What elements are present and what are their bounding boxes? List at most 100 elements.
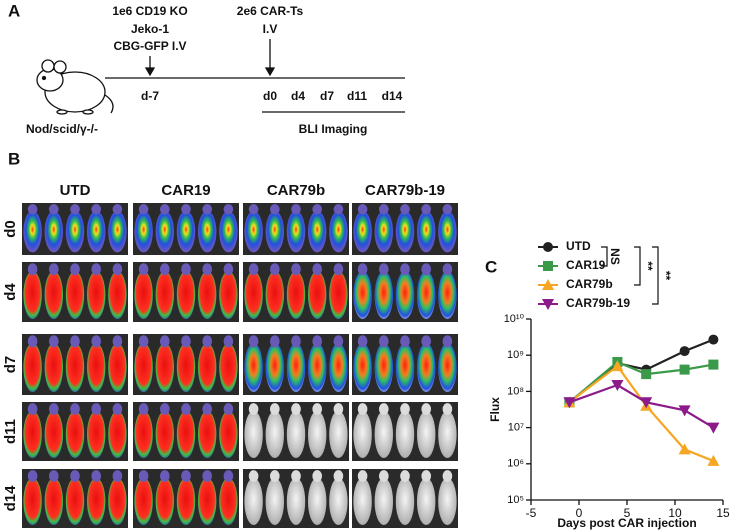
mouse-head: [181, 470, 191, 482]
mouse-head: [248, 470, 259, 482]
mouse-signal: [416, 271, 436, 319]
significance-bracket: [634, 246, 641, 286]
data-point: [641, 369, 652, 380]
timepoint: d-7: [141, 89, 159, 103]
mouse-head: [333, 263, 344, 276]
mouse-head: [269, 335, 280, 348]
mouse-signal: [23, 410, 42, 459]
significance-bracket: [652, 246, 659, 305]
mouse-icon: [36, 59, 114, 115]
mouse-head: [378, 335, 389, 348]
imaging-label: BLI Imaging: [299, 122, 368, 136]
mouse-signal: [176, 210, 196, 253]
y-tick-label: 10⁶: [507, 458, 524, 470]
data-point: [563, 397, 576, 409]
mouse-signal: [353, 410, 372, 459]
mouse-head: [48, 335, 59, 348]
mouse-signal: [134, 210, 153, 253]
mouse-signal: [416, 477, 436, 526]
mouse-signal: [44, 210, 64, 253]
mouse-signal: [329, 343, 348, 392]
data-point: [640, 397, 653, 409]
data-point: [707, 422, 720, 434]
mouse-head: [223, 204, 234, 215]
mouse-signal: [134, 410, 153, 459]
mouse-head: [291, 470, 301, 482]
mouse-signal: [219, 477, 238, 526]
mouse-signal: [108, 210, 127, 253]
mouse-head: [159, 263, 170, 276]
mouse-head: [48, 204, 59, 215]
group-header: CAR79b-19: [365, 182, 445, 199]
legend-label: CAR19: [566, 258, 606, 272]
mouse-head: [291, 263, 301, 276]
timepoint: d14: [382, 89, 403, 103]
y-axis-label: Flux: [488, 397, 502, 422]
mouse-signal: [307, 271, 327, 319]
mouse-head: [112, 470, 123, 482]
mouse-head: [138, 263, 149, 276]
mouse-signal: [395, 343, 415, 392]
group-header: CAR19: [161, 182, 210, 199]
mouse-head: [70, 335, 80, 348]
mouse-head: [70, 263, 80, 276]
timepoint: d7: [320, 89, 334, 103]
mouse-head: [202, 263, 213, 276]
mouse-signal: [329, 477, 348, 526]
mouse-head: [248, 403, 259, 415]
mouse-signal: [329, 210, 348, 253]
mouse-signal: [155, 477, 175, 526]
mouse-signal: [265, 210, 285, 253]
mouse-head: [48, 263, 59, 276]
mouse-signal: [23, 343, 42, 392]
mouse-signal: [86, 210, 106, 253]
mouse-head: [91, 204, 102, 215]
mouse-head: [181, 403, 191, 415]
mouse-signal: [374, 271, 394, 319]
data-point: [708, 359, 719, 370]
mouse-head: [48, 470, 59, 482]
mouse-head: [159, 470, 170, 482]
mouse-signal: [438, 343, 457, 392]
y-tick-label: 10⁹: [507, 349, 524, 361]
mouse-signal: [65, 343, 85, 392]
mouse-head: [248, 263, 259, 276]
mouse-head: [357, 263, 368, 276]
data-point: [708, 334, 719, 345]
group-header: CAR79b: [267, 182, 325, 199]
day-label: d11: [2, 419, 19, 444]
mouse-signal: [416, 410, 436, 459]
mouse-head: [421, 470, 432, 482]
mouse-head: [357, 470, 368, 482]
mouse-head: [442, 335, 453, 348]
mouse-signal: [416, 343, 436, 392]
mouse-head: [159, 204, 170, 215]
mouse-signal: [395, 410, 415, 459]
mouse-signal: [219, 410, 238, 459]
mouse-head: [442, 263, 453, 276]
mouse-signal: [108, 477, 127, 526]
mouse-head: [269, 470, 280, 482]
mouse-signal: [286, 343, 306, 392]
mouse-signal: [307, 210, 327, 253]
legend-label: UTD: [566, 239, 591, 253]
mouse-head: [112, 204, 123, 215]
mouse-head: [333, 335, 344, 348]
mouse-head: [202, 335, 213, 348]
series-line: [569, 383, 714, 429]
mouse-signal: [353, 210, 372, 253]
mouse-signal: [65, 410, 85, 459]
mouse-signal: [286, 210, 306, 253]
mouse-head: [138, 403, 149, 415]
mouse-signal: [244, 271, 263, 319]
mouse-head: [312, 403, 323, 415]
mouse-signal: [23, 477, 42, 526]
mouse-signal: [307, 410, 327, 459]
mouse-head: [91, 263, 102, 276]
mouse-head: [91, 470, 102, 482]
mouse-signal: [44, 410, 64, 459]
mouse-signal: [244, 477, 263, 526]
x-axis-label: Days post CAR injection: [557, 516, 696, 530]
mouse-signal: [155, 410, 175, 459]
data-point: [611, 360, 624, 372]
